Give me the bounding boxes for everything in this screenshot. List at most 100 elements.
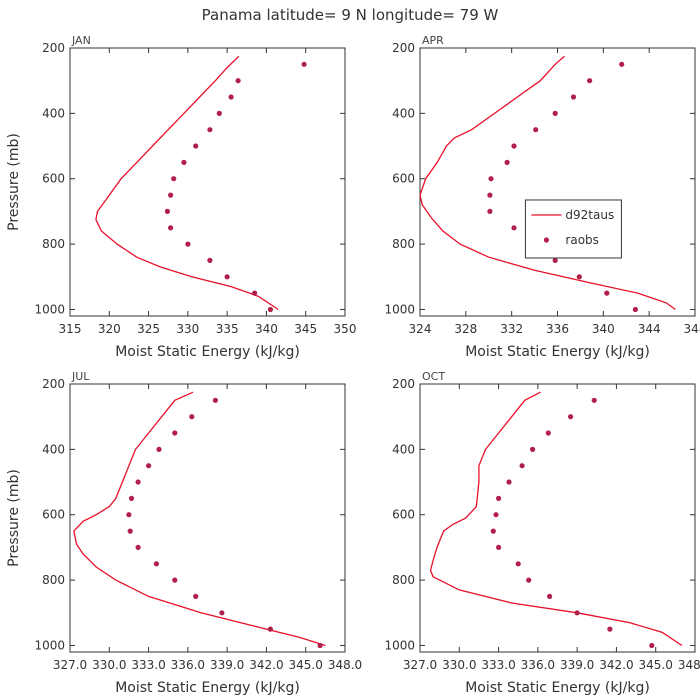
data-point-raobs xyxy=(317,642,323,649)
x-tick-label: 339.0 xyxy=(560,658,594,672)
data-point-raobs xyxy=(168,225,174,231)
data-point-raobs xyxy=(172,430,178,436)
x-tick-label: 344 xyxy=(638,322,661,336)
x-tick-label: 327.0 xyxy=(53,658,87,672)
data-point-raobs xyxy=(619,61,625,67)
y-tick-label: 200 xyxy=(392,41,415,55)
x-tick-label: 340 xyxy=(592,322,615,336)
x-axis-label: Moist Static Energy (kJ/kg) xyxy=(465,344,650,360)
y-tick-label: 600 xyxy=(42,172,65,186)
x-tick-label: 345 xyxy=(294,322,317,336)
data-point-raobs xyxy=(172,577,178,583)
data-point-raobs xyxy=(267,626,273,632)
data-point-raobs xyxy=(267,306,273,313)
y-tick-label: 1000 xyxy=(34,638,65,652)
x-tick-label: 342.0 xyxy=(249,658,283,672)
panel-jan: JAN 315 320 325 330 335 340 345 350 200 400 600 800 1… xyxy=(6,34,356,360)
data-point-raobs xyxy=(207,127,213,133)
x-tick-label: 333.0 xyxy=(131,658,165,672)
y-tick-label: 600 xyxy=(42,508,65,522)
data-point-raobs xyxy=(212,397,218,403)
data-point-raobs xyxy=(146,463,152,469)
data-point-raobs xyxy=(552,257,558,263)
data-point-raobs xyxy=(168,192,174,198)
legend-label-raobs: raobs xyxy=(565,233,599,247)
y-tick-label: 800 xyxy=(42,573,65,587)
x-tick-label: 336 xyxy=(546,322,569,336)
data-point-raobs xyxy=(135,544,141,551)
data-point-raobs xyxy=(570,94,577,100)
panels: JAN 315 320 325 330 335 340 345 350 200 400 600 800 1… xyxy=(6,34,700,696)
data-point-raobs xyxy=(515,561,521,567)
data-point-raobs xyxy=(493,512,499,518)
x-tick-label: 332 xyxy=(500,322,523,336)
x-tick-label: 330.0 xyxy=(92,658,126,672)
y-tick-label: 600 xyxy=(392,508,415,522)
data-point-raobs xyxy=(490,528,496,534)
data-point-raobs xyxy=(607,626,613,632)
data-point-raobs xyxy=(252,290,258,296)
y-tick-label: 400 xyxy=(42,442,65,456)
x-tick-label: 328 xyxy=(454,322,477,336)
panel-title: APR xyxy=(422,34,444,47)
y-tick-label: 800 xyxy=(392,573,415,587)
data-point-raobs xyxy=(193,593,199,600)
data-point-raobs xyxy=(126,512,132,518)
data-point-raobs xyxy=(189,414,195,420)
data-point-raobs xyxy=(207,257,213,263)
data-point-raobs xyxy=(632,306,639,313)
x-tick-label: 345.0 xyxy=(639,658,673,672)
y-tick-label: 200 xyxy=(392,377,415,391)
x-axis-label: Moist Static Energy (kJ/kg) xyxy=(115,344,300,360)
data-point-raobs xyxy=(219,610,225,616)
panel-title: OCT xyxy=(422,370,445,383)
y-tick-label: 400 xyxy=(392,106,415,120)
data-point-raobs xyxy=(496,495,502,501)
y-tick-label: 800 xyxy=(42,237,65,251)
panel-oct: OCT 327.0 330.0 333.0 336.0 339.0 342.0 345.0 34… xyxy=(384,370,700,696)
plot-frame xyxy=(69,383,346,653)
data-point-raobs xyxy=(545,430,551,436)
data-point-raobs xyxy=(604,290,610,296)
legend-label-d92taus: d92taus xyxy=(565,208,614,222)
data-point-raobs xyxy=(216,110,222,116)
data-point-raobs xyxy=(649,642,655,649)
y-tick-label: 600 xyxy=(392,172,415,186)
data-point-raobs xyxy=(135,479,141,485)
plot-frame xyxy=(69,47,346,317)
data-point-raobs xyxy=(487,192,493,198)
x-tick-label: 320 xyxy=(98,322,121,336)
data-point-raobs xyxy=(181,159,187,165)
series-line-d92taus xyxy=(95,55,279,311)
data-point-raobs xyxy=(526,577,532,583)
data-point-raobs xyxy=(164,208,170,214)
legend-point-swatch xyxy=(543,237,550,243)
x-tick-label: 348 xyxy=(684,322,700,336)
data-point-raobs xyxy=(228,94,234,100)
y-tick-label: 200 xyxy=(42,41,65,55)
data-point-raobs xyxy=(496,544,502,551)
data-point-raobs xyxy=(511,143,517,149)
x-tick-label: 330 xyxy=(176,322,199,336)
y-axis-label: Pressure (mb) xyxy=(6,469,22,567)
x-tick-label: 333.0 xyxy=(481,658,515,672)
x-axis-label: Moist Static Energy (kJ/kg) xyxy=(465,680,650,696)
x-tick-label: 315 xyxy=(59,322,82,336)
x-tick-label: 348.0 xyxy=(678,658,700,672)
data-point-raobs xyxy=(185,241,191,247)
data-point-raobs xyxy=(504,159,510,165)
data-point-raobs xyxy=(488,176,494,182)
data-point-raobs xyxy=(128,495,135,501)
data-point-raobs xyxy=(193,143,199,149)
x-tick-label: 324 xyxy=(409,322,432,336)
data-point-raobs xyxy=(530,446,536,452)
y-tick-label: 400 xyxy=(42,106,65,120)
data-point-raobs xyxy=(519,463,525,469)
data-point-raobs xyxy=(533,127,539,133)
x-tick-label: 325 xyxy=(137,322,160,336)
data-point-raobs xyxy=(301,61,307,67)
x-axis-label: Moist Static Energy (kJ/kg) xyxy=(115,680,300,696)
panel-apr: APR 324 328 332 336 340 344 348 200 400 600 800 1000… xyxy=(384,34,700,360)
x-tick-label: 330.0 xyxy=(442,658,476,672)
